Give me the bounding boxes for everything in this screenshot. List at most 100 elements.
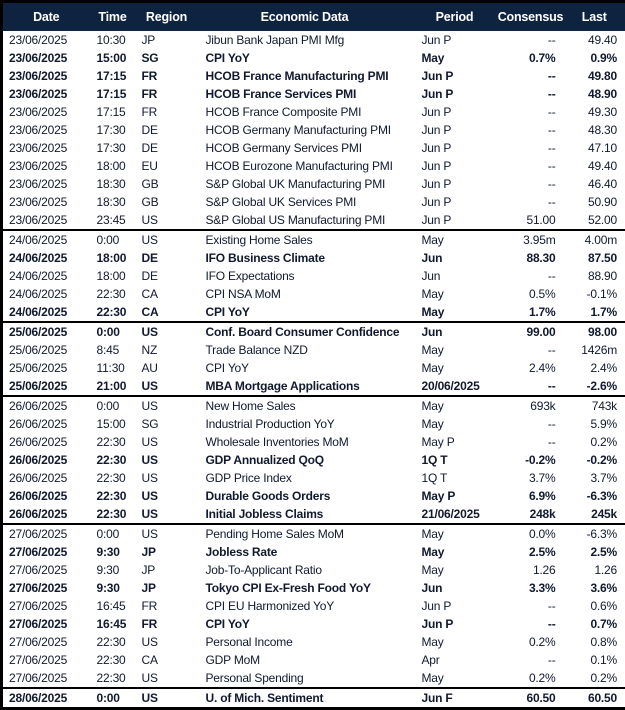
cell-period: May [412, 230, 498, 249]
cell-period: May [412, 303, 498, 322]
cell-time: 9:30 [90, 543, 136, 561]
cell-time: 18:30 [90, 193, 136, 211]
cell-consensus: -- [498, 67, 564, 85]
cell-region: FR [136, 597, 198, 615]
cell-date: 28/06/2025 [2, 688, 90, 709]
cell-time: 21:00 [90, 377, 136, 396]
cell-period: Jun P [412, 211, 498, 230]
cell-time: 22:30 [90, 633, 136, 651]
cell-period: Jun [412, 322, 498, 341]
cell-time: 22:30 [90, 651, 136, 669]
table-row: 26/06/2025 22:30 US GDP Annualized QoQ 1… [2, 451, 625, 469]
cell-date: 26/06/2025 [2, 451, 90, 469]
cell-region: JP [136, 31, 198, 49]
cell-economic-data: Tokyo CPI Ex-Fresh Food YoY [198, 579, 412, 597]
cell-consensus: 3.7% [498, 469, 564, 487]
cell-region: GB [136, 175, 198, 193]
cell-region: DE [136, 139, 198, 157]
cell-time: 15:00 [90, 49, 136, 67]
table-row: 25/06/2025 21:00 US MBA Mortgage Applica… [2, 377, 625, 396]
cell-region: FR [136, 615, 198, 633]
cell-period: Jun F [412, 688, 498, 709]
cell-economic-data: HCOB France Services PMI [198, 85, 412, 103]
cell-last: 48.30 [564, 121, 625, 139]
table-row: 24/06/2025 18:00 DE IFO Business Climate… [2, 249, 625, 267]
cell-economic-data: HCOB Eurozone Manufacturing PMI [198, 157, 412, 175]
cell-consensus: 60.50 [498, 688, 564, 709]
cell-date: 24/06/2025 [2, 285, 90, 303]
cell-period: May [412, 669, 498, 688]
table-row: 23/06/2025 17:30 DE HCOB Germany Manufac… [2, 121, 625, 139]
cell-economic-data: HCOB France Manufacturing PMI [198, 67, 412, 85]
table-row: 26/06/2025 22:30 US Durable Goods Orders… [2, 487, 625, 505]
cell-date: 23/06/2025 [2, 193, 90, 211]
cell-region: AU [136, 359, 198, 377]
cell-date: 26/06/2025 [2, 396, 90, 415]
cell-consensus: -- [498, 139, 564, 157]
cell-last: 49.80 [564, 67, 625, 85]
cell-date: 27/06/2025 [2, 579, 90, 597]
cell-economic-data: CPI YoY [198, 303, 412, 322]
cell-period: Jun P [412, 139, 498, 157]
cell-economic-data: Personal Spending [198, 669, 412, 688]
cell-consensus: 693k [498, 396, 564, 415]
cell-last: 50.90 [564, 193, 625, 211]
cell-economic-data: New Home Sales [198, 396, 412, 415]
cell-region: US [136, 451, 198, 469]
cell-date: 23/06/2025 [2, 139, 90, 157]
cell-last: 0.8% [564, 633, 625, 651]
cell-last: 3.7% [564, 469, 625, 487]
cell-last: 98.00 [564, 322, 625, 341]
cell-date: 27/06/2025 [2, 651, 90, 669]
cell-period: May P [412, 487, 498, 505]
cell-time: 22:30 [90, 487, 136, 505]
cell-date: 24/06/2025 [2, 230, 90, 249]
cell-time: 22:30 [90, 469, 136, 487]
table-row: 23/06/2025 17:15 FR HCOB France Services… [2, 85, 625, 103]
cell-time: 9:30 [90, 561, 136, 579]
cell-period: 20/06/2025 [412, 377, 498, 396]
cell-period: Apr [412, 651, 498, 669]
cell-date: 23/06/2025 [2, 103, 90, 121]
cell-date: 26/06/2025 [2, 487, 90, 505]
cell-date: 24/06/2025 [2, 267, 90, 285]
cell-last: 4.00m [564, 230, 625, 249]
cell-period: May [412, 561, 498, 579]
cell-consensus: -- [498, 341, 564, 359]
cell-consensus: 99.00 [498, 322, 564, 341]
table-row: 23/06/2025 18:00 EU HCOB Eurozone Manufa… [2, 157, 625, 175]
cell-consensus: -- [498, 175, 564, 193]
cell-period: Jun P [412, 193, 498, 211]
table-row: 28/06/2025 0:00 US U. of Mich. Sentiment… [2, 688, 625, 709]
cell-region: US [136, 524, 198, 543]
cell-consensus: -0.2% [498, 451, 564, 469]
cell-region: FR [136, 67, 198, 85]
cell-period: May [412, 341, 498, 359]
table-row: 27/06/2025 22:30 US Personal Spending Ma… [2, 669, 625, 688]
cell-date: 25/06/2025 [2, 359, 90, 377]
cell-time: 17:30 [90, 139, 136, 157]
table-row: 23/06/2025 23:45 US S&P Global US Manufa… [2, 211, 625, 230]
table-row: 24/06/2025 0:00 US Existing Home Sales M… [2, 230, 625, 249]
table-row: 24/06/2025 18:00 DE IFO Expectations Jun… [2, 267, 625, 285]
cell-consensus: -- [498, 377, 564, 396]
cell-region: US [136, 487, 198, 505]
table-row: 23/06/2025 10:30 JP Jibun Bank Japan PMI… [2, 31, 625, 49]
cell-consensus: -- [498, 121, 564, 139]
table-body: 23/06/2025 10:30 JP Jibun Bank Japan PMI… [2, 31, 625, 709]
cell-date: 23/06/2025 [2, 31, 90, 49]
cell-date: 27/06/2025 [2, 633, 90, 651]
cell-consensus: -- [498, 651, 564, 669]
cell-consensus: -- [498, 267, 564, 285]
cell-period: 1Q T [412, 451, 498, 469]
cell-consensus: 248k [498, 505, 564, 524]
cell-region: US [136, 230, 198, 249]
cell-region: CA [136, 303, 198, 322]
cell-consensus: -- [498, 193, 564, 211]
cell-date: 23/06/2025 [2, 211, 90, 230]
table-row: 23/06/2025 18:30 GB S&P Global UK Servic… [2, 193, 625, 211]
cell-consensus: -- [498, 157, 564, 175]
cell-period: May P [412, 433, 498, 451]
cell-date: 27/06/2025 [2, 669, 90, 688]
cell-consensus: -- [498, 415, 564, 433]
